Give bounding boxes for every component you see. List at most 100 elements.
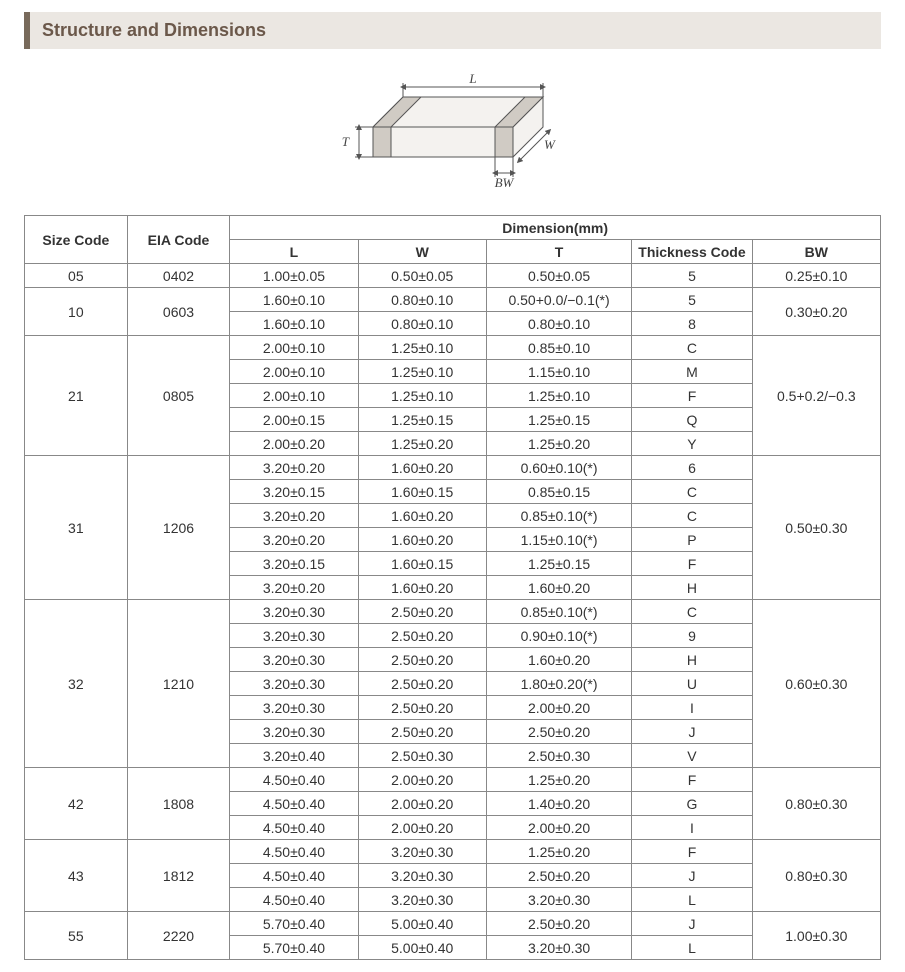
cell-t: 1.25±0.20 <box>486 768 631 792</box>
cell-t: 0.85±0.15 <box>486 480 631 504</box>
cell-size-code: 32 <box>25 600 128 768</box>
cell-eia-code: 1206 <box>127 456 230 600</box>
cell-tc: F <box>632 768 752 792</box>
cell-l: 3.20±0.30 <box>230 648 358 672</box>
cell-l: 5.70±0.40 <box>230 912 358 936</box>
cell-w: 1.25±0.10 <box>358 360 486 384</box>
svg-text:L: L <box>468 71 476 86</box>
cell-tc: J <box>632 912 752 936</box>
cell-t: 0.85±0.10(*) <box>486 504 631 528</box>
cell-w: 2.50±0.20 <box>358 648 486 672</box>
cell-bw: 1.00±0.30 <box>752 912 880 960</box>
table-row: 1006031.60±0.100.80±0.100.50+0.0/−0.1(*)… <box>25 288 881 312</box>
cell-eia-code: 0805 <box>127 336 230 456</box>
table-row: 3212103.20±0.302.50±0.200.85±0.10(*)C0.6… <box>25 600 881 624</box>
cell-tc: Y <box>632 432 752 456</box>
cell-w: 1.25±0.20 <box>358 432 486 456</box>
cell-bw: 0.60±0.30 <box>752 600 880 768</box>
cell-l: 3.20±0.20 <box>230 528 358 552</box>
cell-w: 1.60±0.20 <box>358 504 486 528</box>
cell-t: 1.15±0.10 <box>486 360 631 384</box>
cell-w: 2.50±0.20 <box>358 624 486 648</box>
cell-l: 3.20±0.20 <box>230 504 358 528</box>
cell-bw: 0.25±0.10 <box>752 264 880 288</box>
cell-t: 1.25±0.15 <box>486 552 631 576</box>
cell-bw: 0.80±0.30 <box>752 768 880 840</box>
th-l: L <box>230 240 358 264</box>
cell-bw: 0.80±0.30 <box>752 840 880 912</box>
cell-l: 3.20±0.30 <box>230 672 358 696</box>
cell-w: 3.20±0.30 <box>358 840 486 864</box>
cell-l: 1.60±0.10 <box>230 312 358 336</box>
cell-t: 2.50±0.20 <box>486 912 631 936</box>
cell-tc: Q <box>632 408 752 432</box>
cell-tc: U <box>632 672 752 696</box>
cell-bw: 0.30±0.20 <box>752 288 880 336</box>
th-bw: BW <box>752 240 880 264</box>
cell-l: 2.00±0.10 <box>230 336 358 360</box>
cell-w: 1.60±0.20 <box>358 456 486 480</box>
cell-tc: H <box>632 648 752 672</box>
cell-tc: H <box>632 576 752 600</box>
cell-w: 2.00±0.20 <box>358 768 486 792</box>
cell-t: 2.50±0.30 <box>486 744 631 768</box>
cell-bw: 0.50±0.30 <box>752 456 880 600</box>
cell-tc: C <box>632 504 752 528</box>
cell-l: 2.00±0.20 <box>230 432 358 456</box>
cell-t: 1.25±0.15 <box>486 408 631 432</box>
cell-t: 1.25±0.20 <box>486 432 631 456</box>
cell-tc: C <box>632 336 752 360</box>
cell-eia-code: 2220 <box>127 912 230 960</box>
cell-l: 4.50±0.40 <box>230 840 358 864</box>
svg-text:W: W <box>544 137 556 152</box>
cell-tc: F <box>632 840 752 864</box>
svg-text:BW: BW <box>494 175 514 190</box>
section-title: Structure and Dimensions <box>24 12 881 49</box>
cell-w: 3.20±0.30 <box>358 888 486 912</box>
table-row: 3112063.20±0.201.60±0.200.60±0.10(*)60.5… <box>25 456 881 480</box>
cell-tc: I <box>632 816 752 840</box>
cell-tc: M <box>632 360 752 384</box>
table-row: 2108052.00±0.101.25±0.100.85±0.10C0.5+0.… <box>25 336 881 360</box>
cell-tc: C <box>632 600 752 624</box>
cell-l: 1.00±0.05 <box>230 264 358 288</box>
cell-l: 2.00±0.15 <box>230 408 358 432</box>
th-tc: Thickness Code <box>632 240 752 264</box>
cell-w: 5.00±0.40 <box>358 912 486 936</box>
cell-tc: J <box>632 720 752 744</box>
cell-eia-code: 0402 <box>127 264 230 288</box>
th-w: W <box>358 240 486 264</box>
cell-tc: V <box>632 744 752 768</box>
cell-eia-code: 1210 <box>127 600 230 768</box>
cell-l: 3.20±0.15 <box>230 480 358 504</box>
cell-l: 3.20±0.30 <box>230 720 358 744</box>
cell-w: 2.00±0.20 <box>358 792 486 816</box>
cell-t: 2.50±0.20 <box>486 720 631 744</box>
cell-w: 1.60±0.15 <box>358 552 486 576</box>
cell-tc: 8 <box>632 312 752 336</box>
cell-w: 0.80±0.10 <box>358 312 486 336</box>
cell-t: 1.80±0.20(*) <box>486 672 631 696</box>
table-row: 0504021.00±0.050.50±0.050.50±0.0550.25±0… <box>25 264 881 288</box>
th-size-code: Size Code <box>25 216 128 264</box>
table-row: 4218084.50±0.402.00±0.201.25±0.20F0.80±0… <box>25 768 881 792</box>
cell-tc: 9 <box>632 624 752 648</box>
cell-tc: I <box>632 696 752 720</box>
cell-t: 0.80±0.10 <box>486 312 631 336</box>
cell-t: 0.50+0.0/−0.1(*) <box>486 288 631 312</box>
cell-size-code: 05 <box>25 264 128 288</box>
cell-w: 0.50±0.05 <box>358 264 486 288</box>
cell-w: 3.20±0.30 <box>358 864 486 888</box>
th-dimension: Dimension(mm) <box>230 216 881 240</box>
cell-size-code: 42 <box>25 768 128 840</box>
cell-l: 4.50±0.40 <box>230 792 358 816</box>
cell-t: 2.50±0.20 <box>486 864 631 888</box>
cell-w: 2.50±0.20 <box>358 600 486 624</box>
cell-t: 0.90±0.10(*) <box>486 624 631 648</box>
cell-l: 3.20±0.30 <box>230 600 358 624</box>
cell-eia-code: 0603 <box>127 288 230 336</box>
th-eia-code: EIA Code <box>127 216 230 264</box>
cell-t: 0.50±0.05 <box>486 264 631 288</box>
cell-l: 3.20±0.30 <box>230 624 358 648</box>
th-t: T <box>486 240 631 264</box>
